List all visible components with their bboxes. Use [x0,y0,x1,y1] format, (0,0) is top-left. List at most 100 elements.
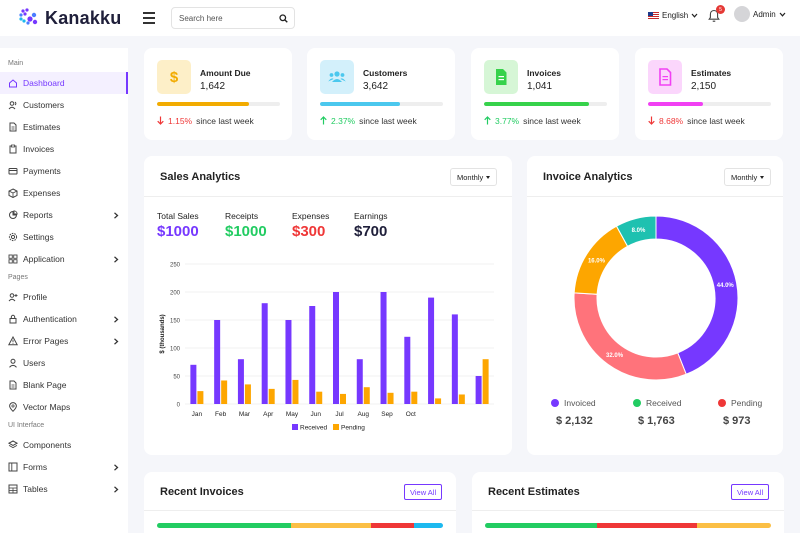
stat-value: 3,642 [363,81,389,92]
map-pin-icon [8,402,18,412]
sidebar-item-estimates[interactable]: Estimates [0,116,128,138]
y-tick-label: 0 [177,403,181,409]
chevron-right-icon [113,337,119,345]
sales-analytics-title: Sales Analytics [160,171,241,183]
menu-toggle-button[interactable] [143,12,163,24]
stat-card-customers: Customers 3,642 2.37% since last week [307,48,455,140]
clipboard-icon [8,144,18,154]
legend-item-pending: Pending [718,398,762,408]
sidebar-item-label: Reports [23,210,53,220]
x-tick-label: Jan [192,411,203,418]
invoice-analytics-title: Invoice Analytics [543,171,633,183]
sidebar-icon [8,462,18,472]
sidebar-item-label: Vector Maps [23,402,71,412]
stat-change-percent: 3.77% [495,116,520,126]
arrow-up-icon [484,116,491,127]
caret-down-icon [486,175,491,179]
user-menu[interactable]: Admin [734,6,786,22]
brand-logo-icon [19,8,38,25]
sidebar-item-label: Tables [23,484,48,494]
dollar-icon: $ [157,60,191,94]
sidebar-item-label: Payments [23,166,61,176]
chevron-right-icon [113,255,119,263]
stat-progress-fill [157,102,250,106]
sales-period-dropdown[interactable]: Monthly [450,168,498,186]
sidebar-item-dashboard[interactable]: Dashboard [0,72,128,94]
stat-label: Customers [363,68,408,78]
bar-pending [244,384,251,404]
language-selector[interactable]: English [648,11,698,20]
y-tick-label: 200 [170,291,181,297]
sidebar-item-application[interactable]: Application [0,248,128,270]
sidebar-item-expenses[interactable]: Expenses [0,182,128,204]
chevron-right-icon [113,485,119,493]
bar-received [261,303,268,404]
chevron-right-icon [113,211,119,219]
sidebar-item-label: Blank Page [23,380,67,390]
menu-line [143,22,155,24]
invoices-view-all-button[interactable]: View All [404,484,443,500]
search-icon[interactable] [279,13,288,23]
x-tick-label: Jul [335,411,344,418]
chevron-down-icon [691,13,698,18]
arrow-down-icon [157,116,164,127]
bar-received [309,306,316,404]
sales-bar-chart: 0 50 100 150 200 250 $ (thousands) Jan Feb Mar Apr… [160,263,494,432]
sidebar-item-invoices[interactable]: Invoices [0,138,128,160]
sidebar-item-blank-page[interactable]: Blank Page [0,374,128,396]
bar-received [428,297,435,404]
sidebar-item-label: Invoices [23,144,55,154]
search-input[interactable] [179,13,269,23]
grid-icon [8,254,18,264]
legend-item-received: Received [633,398,681,408]
sidebar-item-users[interactable]: Users [0,352,128,374]
bar-pending [482,359,489,404]
file-icon [8,380,18,390]
sidebar-item-authentication[interactable]: Authentication [0,308,128,330]
x-tick-label: Mar [239,411,251,418]
chevron-down-icon [779,12,786,17]
sidebar-item-vector-maps[interactable]: Vector Maps [0,396,128,418]
sidebar-item-tables[interactable]: Tables [0,478,128,500]
sidebar-item-settings[interactable]: Settings [0,226,128,248]
bar-received [451,314,458,404]
x-tick-label: Jun [310,411,321,418]
bar-pending [411,391,418,404]
sidebar-item-reports[interactable]: Reports [0,204,128,226]
sidebar-item-customers[interactable]: Customers [0,94,128,116]
divider [472,510,784,511]
language-label: English [662,11,689,20]
stat-value: 1,642 [200,81,226,92]
bar-received [285,320,292,404]
estimates-view-all-button[interactable]: View All [731,484,770,500]
stat-value: 2,150 [691,81,717,92]
chevron-right-icon [113,315,119,323]
metric-value-receipts: $1000 [225,223,267,240]
users-icon [8,100,18,110]
brand-name: Kanakku [45,7,122,28]
bar-pending [197,391,204,404]
sidebar-item-label: Users [23,358,46,368]
bar-pending [316,391,323,404]
home-icon [8,78,18,88]
package-icon [8,188,18,198]
bar-received [190,364,197,404]
sidebar-item-profile[interactable]: Profile [0,286,128,308]
bar-received [380,292,387,404]
sidebar-item-components[interactable]: Components [0,434,128,456]
notifications-button[interactable]: 5 [708,5,725,25]
stat-change: 2.37% since last week [320,116,417,127]
stat-progress-bar [484,102,607,106]
y-tick-label: 50 [173,375,180,381]
file-icon [484,60,518,94]
sidebar-item-label: Authentication [23,314,77,324]
stat-progress-fill [484,102,589,106]
sidebar-item-payments[interactable]: Payments [0,160,128,182]
metric-label-expenses: Expenses [292,211,330,221]
sidebar-item-label: Application [23,254,65,264]
divider [144,196,512,197]
sidebar-item-forms[interactable]: Forms [0,456,128,478]
brand[interactable]: Kanakku [0,7,128,29]
invoice-period-dropdown[interactable]: Monthly [724,168,772,186]
sidebar-item-error-pages[interactable]: Error Pages [0,330,128,352]
